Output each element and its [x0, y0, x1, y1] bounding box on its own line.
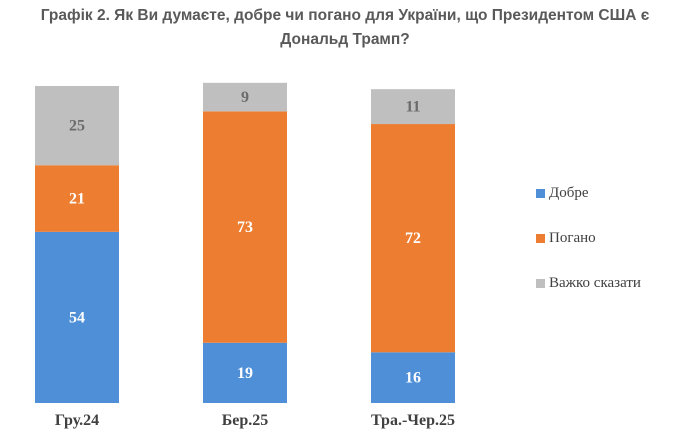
bar-segment-bad-2 [203, 111, 287, 343]
bar-segment-bad-3 [371, 124, 455, 353]
data-label-bad-3: 72 [405, 230, 421, 247]
legend-label-good: Добре [549, 184, 589, 201]
bar-segment-hard-to-say-1 [35, 86, 119, 166]
legend: Добре Погано Важко сказати [536, 182, 686, 317]
legend-item-good: Добре [536, 182, 686, 204]
legend-label-hard-to-say: Важко сказати [549, 274, 641, 291]
bar-segment-good-3 [371, 352, 455, 403]
legend-swatch-hard-to-say [536, 278, 545, 288]
data-label-good-2: 19 [237, 365, 253, 382]
chart-title: Графік 2. Як Ви думаєте, добре чи погано… [40, 7, 650, 48]
data-label-hard-to-say-3: 11 [405, 99, 420, 116]
legend-swatch-bad [536, 233, 545, 243]
category-label-2: Бер.25 [222, 412, 269, 429]
data-label-bad-2: 73 [237, 219, 253, 236]
bar-segment-hard-to-say-3 [371, 89, 455, 125]
legend-item-hard-to-say: Важко сказати [536, 272, 686, 294]
legend-swatch-good [536, 188, 545, 198]
data-label-good-1: 54 [69, 309, 85, 326]
bar-segment-hard-to-say-2 [203, 82, 287, 112]
legend-label-bad: Погано [549, 229, 596, 246]
data-label-bad-1: 21 [69, 191, 85, 208]
category-label-3: Тра.-Чер.25 [371, 412, 455, 429]
category-label-1: Гру.24 [55, 412, 99, 429]
legend-item-bad: Погано [536, 227, 686, 249]
data-label-hard-to-say-1: 25 [69, 118, 85, 135]
data-label-good-3: 16 [405, 370, 421, 387]
bar-segment-good-2 [203, 342, 287, 403]
bar-segment-good-1 [35, 231, 119, 403]
data-label-hard-to-say-2: 9 [241, 89, 249, 106]
bar-segment-bad-1 [35, 165, 119, 232]
